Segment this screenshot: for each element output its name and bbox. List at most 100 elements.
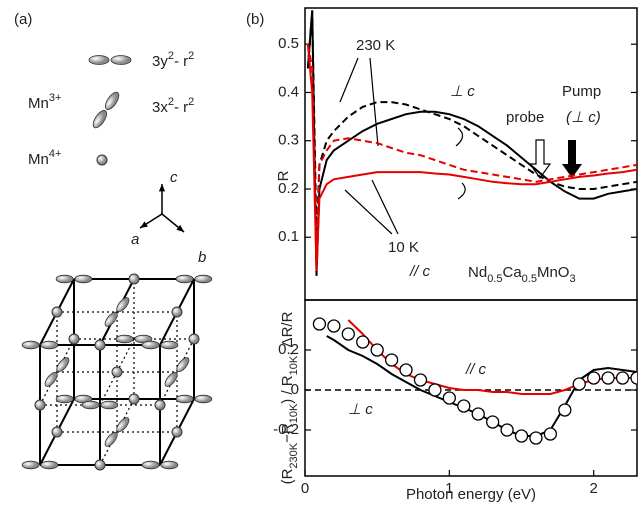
data-point [442,391,456,405]
lattice-ion [154,399,166,411]
orbital-lobe [21,460,40,470]
lattice-ion [128,273,140,285]
lattice-ion [94,339,106,351]
lattice-ion [128,393,140,405]
ion-label-part: 4+ [49,148,62,160]
orbital-lobe [175,274,194,284]
axis-label: b [198,249,206,266]
annotation: ⊥ c [348,401,373,418]
y-tick-label: -0.2 [273,421,299,438]
y-tick-label: 0.4 [278,83,299,100]
lattice-edge [56,278,75,313]
orbital-label-part: 2 [168,96,174,108]
orbital-lobe [160,340,179,350]
data-point [486,415,500,429]
data-point [543,427,558,441]
y-tick-label: 0.2 [278,180,299,197]
annotation: 10 K [388,239,419,256]
data-line [306,10,637,276]
annotation: // c [409,263,431,280]
data-point [457,399,471,413]
orbital-label-part: 3x [152,99,168,116]
orbital-lobe [194,274,213,284]
pointers [339,57,552,235]
lattice-ion [51,306,63,318]
compound-label: Nd0.5Ca0.5MnO3 [468,264,576,285]
orbital-lobe [194,394,213,404]
orbital-lobe [55,394,74,404]
y-tick-label: 0.3 [278,132,299,149]
compound-label-part: Ca [502,264,522,281]
orbital-lobe [160,460,179,470]
data-point [601,371,615,385]
orbital-lobe [164,371,178,387]
y-axis-label-part: −R [279,423,296,443]
orbital-lobe [115,334,134,344]
y-axis-label-part: ) / R [279,375,296,403]
orbital-lobe [105,91,120,110]
orbital-lobe [44,371,58,387]
annotation: ⊥ c [450,83,475,100]
data-line [306,44,637,262]
orbital-lobe [40,460,59,470]
orbital-lobe [88,55,110,65]
lattice-ion [111,366,123,378]
annotation: 230 K [356,37,395,54]
orbital-label: 3x2- r2 [152,96,194,116]
orbital-lobe [74,274,93,284]
orbital-label-part: 3y [152,53,168,70]
arrow-head [140,221,148,228]
data-point [500,423,514,437]
y-tick-label: 0 [291,381,299,398]
x-tick-label: 2 [590,480,598,497]
lattice-ion [188,333,200,345]
panel-label: (a) [14,11,32,28]
x-tick-label: 0 [301,480,309,497]
y-axis-label-part: 10K [288,403,300,423]
orbital-lobe [40,340,59,350]
plot-frame [304,7,638,301]
data-point [558,403,572,417]
orbital-lobe [104,431,118,447]
ion-label-part: Mn [28,95,49,112]
lattice-ion [171,306,183,318]
orbital-label-part: - r [174,53,188,70]
lattice-ion [34,399,46,411]
lattice-edge [116,338,135,373]
lattice-edge [159,431,178,466]
panel-label: (b) [246,11,264,28]
y-tick-label: 0.2 [278,341,299,358]
ion-label: Mn4+ [28,148,61,168]
data-point [587,371,601,385]
mn4-ion [96,154,108,166]
orbital-lobe [110,55,132,65]
y-tick-label: 0.1 [278,228,299,245]
axis-label: c [170,169,178,186]
annotation: (⊥ c) [566,109,601,126]
lattice-ion [94,459,106,471]
data-point [327,319,341,333]
data-point [384,353,399,367]
data-point [529,431,543,445]
data-point [428,383,442,397]
y-axis-label-part: , ΔR/R [279,311,296,355]
x-axis-label: Photon energy (eV) [406,486,536,503]
lattice-edge [176,398,195,433]
lattice-ion [171,426,183,438]
lattice-edge [99,371,118,406]
y-axis-label: (R230K−R10K) / R10K, ΔR/R [279,311,300,484]
compound-label-part: 0.5 [487,273,502,285]
arrow-head [158,184,166,192]
orbital-label-part: 2 [168,50,174,62]
data-point [630,371,637,385]
compound-label-part: 0.5 [522,273,537,285]
orbital-lobe [81,400,100,410]
data-point [572,377,586,391]
data-line [306,44,637,272]
annotation: probe [506,109,544,126]
compound-label-part: Nd [468,264,487,281]
data-point [413,373,428,387]
orbital-lobe [100,400,119,410]
orbital-lobe [141,460,160,470]
